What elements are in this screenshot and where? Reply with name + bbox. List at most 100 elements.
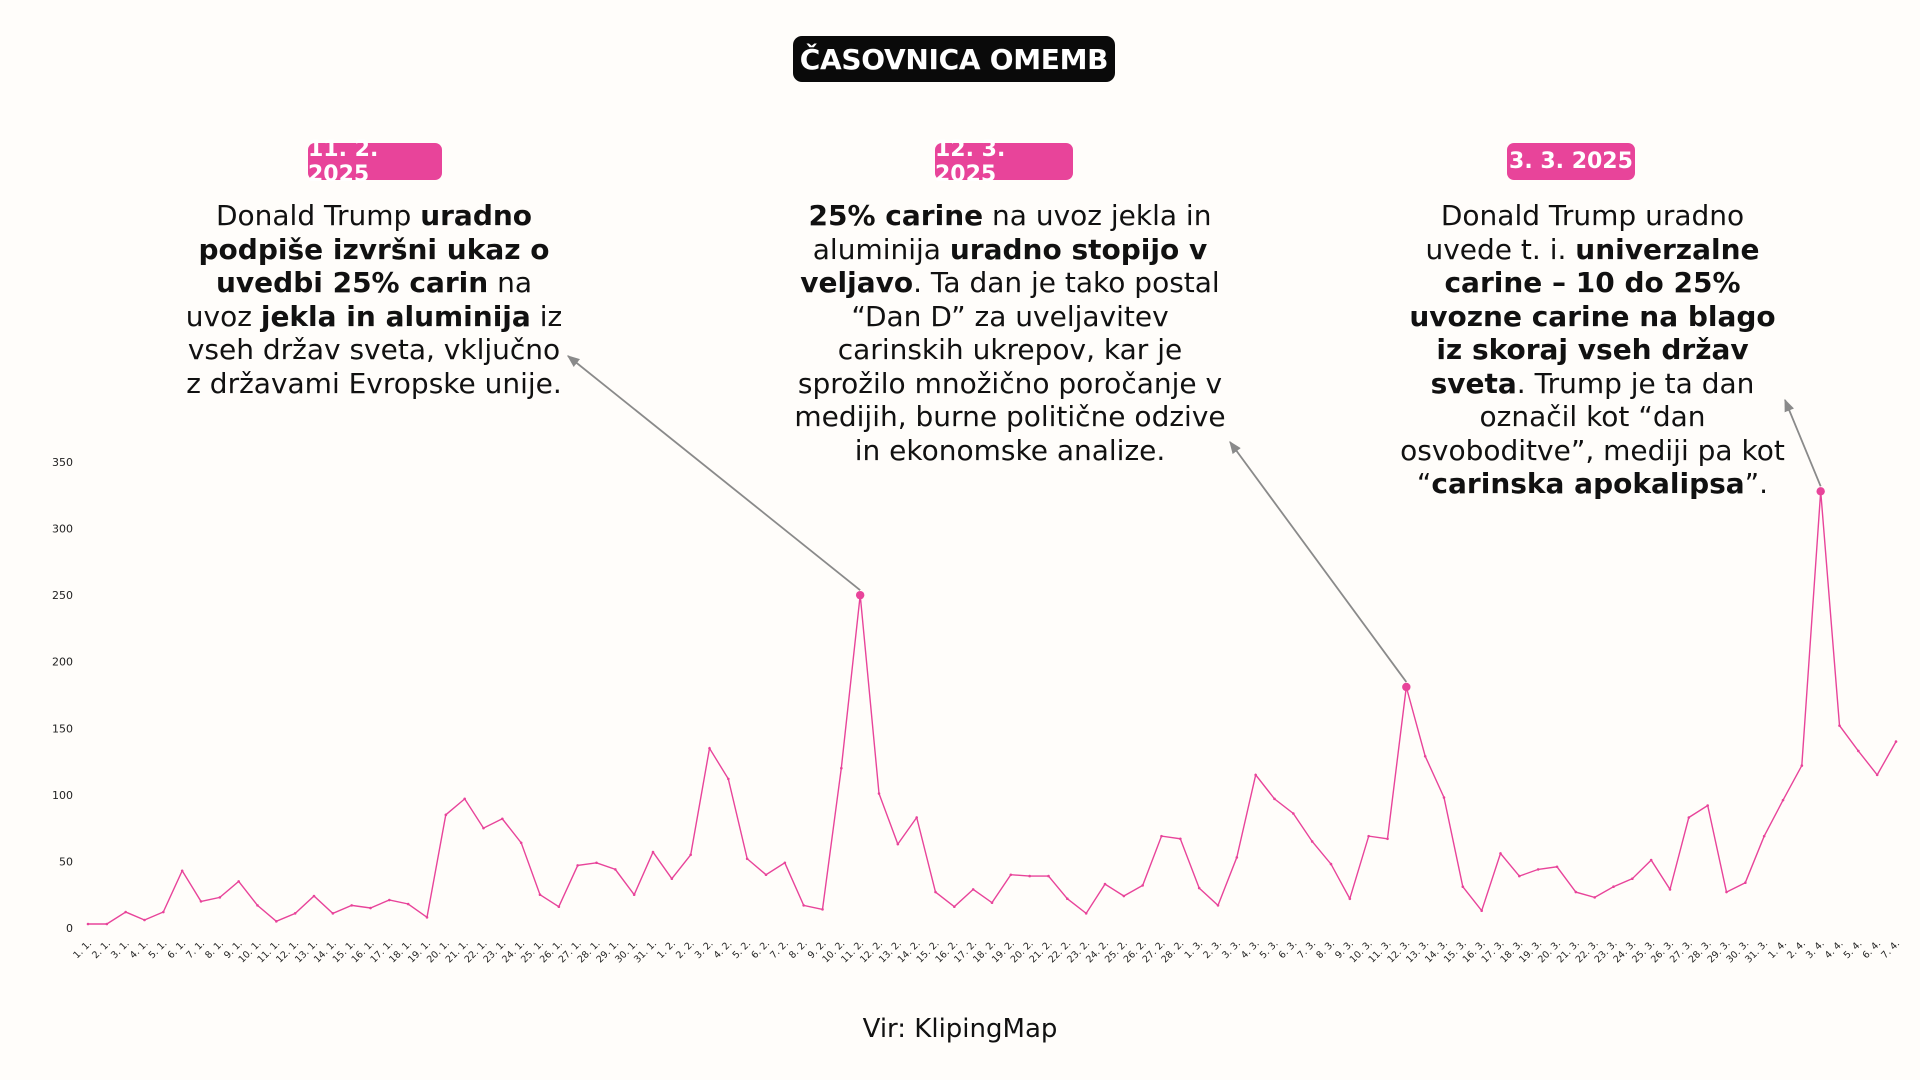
data-point — [237, 880, 240, 883]
data-point — [444, 813, 448, 817]
x-tick-label: 3. 4. — [1804, 938, 1827, 961]
data-point — [143, 918, 146, 922]
data-point — [1781, 798, 1785, 802]
x-tick-label: 5. 4. — [1842, 938, 1865, 961]
data-point — [86, 922, 90, 926]
data-point — [1536, 868, 1540, 871]
x-tick-label: 1. 4. — [1766, 938, 1789, 961]
data-point — [199, 900, 203, 903]
x-tick-label: 2. 4. — [1785, 938, 1808, 961]
annotation-text-run: uradno stopijo v veljavo — [800, 232, 1208, 300]
data-point — [1292, 812, 1295, 815]
y-tick-label: 100 — [52, 789, 73, 802]
data-point — [1009, 873, 1013, 877]
data-point — [953, 905, 956, 908]
data-point — [1649, 858, 1653, 862]
data-point — [1875, 773, 1879, 777]
data-point — [1216, 904, 1220, 907]
data-point — [821, 908, 824, 911]
annotation-arrow — [1229, 440, 1408, 683]
x-tick-label: 1. 3. — [1183, 938, 1206, 961]
data-point — [802, 904, 805, 907]
x-tick-label: 8. 1. — [203, 938, 226, 961]
data-point — [1894, 740, 1898, 743]
y-axis: 0 50 100 150 200 250 300 350 — [52, 456, 73, 935]
data-point — [934, 890, 937, 894]
data-point — [1480, 909, 1483, 912]
data-point — [1235, 856, 1239, 859]
data-point — [501, 817, 504, 821]
annotation-text-run: uradno podpiše izvršni ukaz o uvedbi 25%… — [198, 199, 550, 299]
annotation-text-run: Donald Trump — [215, 199, 421, 232]
data-point — [275, 920, 278, 923]
data-point — [293, 912, 297, 915]
data-point — [1122, 894, 1126, 898]
y-tick-label: 300 — [52, 523, 73, 536]
data-point — [350, 904, 353, 907]
annotation-text-run: iz vseh držav sveta, vključno z državami… — [186, 299, 563, 400]
annotation-text-run: carinska apokalipsa — [1431, 467, 1745, 500]
data-point — [1423, 754, 1427, 758]
data-point — [388, 898, 391, 902]
data-point — [1706, 804, 1709, 807]
annotation-text-run: 25% carine — [808, 199, 984, 232]
data-point — [1141, 884, 1144, 887]
annotation-text-run: na uvoz — [185, 266, 533, 333]
annotation-arrows — [567, 355, 1822, 683]
data-point — [840, 766, 843, 770]
data-point — [1329, 862, 1333, 866]
data-point — [1386, 837, 1389, 841]
annotation-text-run: Donald Trump uradno uvede t. i. — [1425, 199, 1745, 266]
annotation-3: Donald Trump uradno uvede t. i. univerza… — [1395, 199, 1790, 501]
data-point — [632, 893, 636, 897]
date-badge-3: 3. 3. 2025 — [1507, 143, 1635, 180]
data-point — [1518, 874, 1521, 878]
x-tick-label: 8. 2. — [787, 938, 810, 961]
x-tick-label: 8. 3. — [1314, 938, 1337, 961]
data-point — [180, 869, 184, 873]
x-tick-label: 4. 1. — [128, 938, 151, 961]
annotation-text-run: jekla in aluminija — [260, 299, 531, 333]
data-point — [595, 861, 598, 865]
x-tick-label: 4. 2. — [712, 938, 735, 961]
data-point — [1103, 882, 1107, 886]
x-tick-label: 7. 4. — [1879, 938, 1902, 961]
data-point — [576, 864, 579, 867]
data-point — [896, 842, 900, 846]
data-point — [1273, 797, 1276, 801]
data-point — [1461, 885, 1465, 889]
x-tick-label: 1. 1. — [71, 938, 94, 961]
data-point — [1631, 877, 1634, 881]
x-tick-label: 5. 3. — [1258, 938, 1281, 961]
data-point — [1310, 840, 1314, 843]
data-point — [406, 902, 410, 906]
annotation-1: Donald Trump uradno podpiše izvršni ukaz… — [185, 199, 563, 400]
data-point — [105, 922, 109, 926]
data-point — [990, 901, 994, 905]
chart-title: ČASOVNICA OMEMB — [793, 36, 1115, 82]
y-tick-label: 250 — [52, 589, 73, 602]
y-tick-label: 150 — [52, 722, 73, 735]
x-tick-label: 2. 3. — [1201, 938, 1224, 961]
data-point — [1555, 865, 1559, 869]
y-tick-label: 0 — [66, 922, 73, 935]
data-point — [331, 912, 335, 915]
data-point — [708, 746, 711, 750]
data-point — [519, 841, 523, 845]
annotation-text-run: na uvoz jekla in aluminija — [812, 199, 1212, 266]
source-note: Vir: KlipingMap — [862, 1014, 1058, 1044]
data-point — [670, 877, 674, 881]
highlight-point — [1816, 487, 1825, 496]
data-point — [482, 826, 485, 830]
data-point — [971, 888, 975, 891]
data-point — [124, 910, 127, 914]
x-tick-label: 6. 3. — [1277, 938, 1300, 961]
data-point — [1687, 816, 1691, 819]
data-point — [1179, 837, 1182, 841]
data-point — [1612, 885, 1615, 889]
data-point — [1197, 886, 1201, 890]
data-point — [1593, 896, 1596, 899]
data-point — [745, 857, 749, 861]
x-tick-label: 6. 1. — [166, 938, 189, 961]
data-point — [1028, 874, 1031, 878]
